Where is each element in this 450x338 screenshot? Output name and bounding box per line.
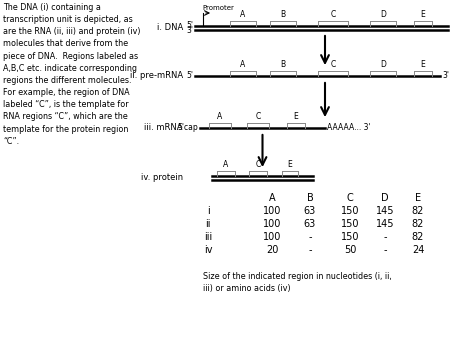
Text: E: E <box>288 160 292 169</box>
Text: -: - <box>308 245 312 255</box>
Text: C: C <box>256 160 261 169</box>
Text: C: C <box>330 60 336 69</box>
Text: 145: 145 <box>376 206 394 216</box>
Text: C: C <box>346 193 353 203</box>
Text: iii. mRNA: iii. mRNA <box>144 123 183 132</box>
Text: iv. protein: iv. protein <box>141 173 183 183</box>
Text: A: A <box>269 193 275 203</box>
Text: 150: 150 <box>341 232 359 242</box>
Text: 5': 5' <box>186 71 193 80</box>
Text: A: A <box>240 10 246 19</box>
Text: 3': 3' <box>449 21 450 30</box>
Text: 100: 100 <box>263 206 281 216</box>
Text: B: B <box>280 60 286 69</box>
Text: D: D <box>380 60 386 69</box>
Text: A: A <box>223 160 229 169</box>
Text: -: - <box>383 245 387 255</box>
Text: E: E <box>421 60 425 69</box>
Text: A: A <box>217 112 223 121</box>
Text: 63: 63 <box>304 206 316 216</box>
Text: 5': 5' <box>186 21 193 30</box>
Text: ii. pre-mRNA: ii. pre-mRNA <box>130 72 183 80</box>
Text: i: i <box>207 206 209 216</box>
Text: Size of the indicated region in nucleotides (i, ii,
iii) or amino acids (iv): Size of the indicated region in nucleoti… <box>203 272 392 293</box>
Text: iv: iv <box>204 245 212 255</box>
Text: 3': 3' <box>442 71 449 80</box>
Text: 3': 3' <box>186 26 193 35</box>
Text: 50: 50 <box>344 245 356 255</box>
Text: 82: 82 <box>412 232 424 242</box>
Text: A: A <box>240 60 246 69</box>
Text: 24: 24 <box>412 245 424 255</box>
Text: C: C <box>330 10 336 19</box>
Text: 63: 63 <box>304 219 316 229</box>
Text: D: D <box>380 10 386 19</box>
Text: 5'cap: 5'cap <box>177 123 198 132</box>
Text: D: D <box>381 193 389 203</box>
Text: 82: 82 <box>412 206 424 216</box>
Text: ii: ii <box>205 219 211 229</box>
Text: AAAAA... 3': AAAAA... 3' <box>327 123 371 132</box>
Text: 150: 150 <box>341 219 359 229</box>
Text: -: - <box>308 232 312 242</box>
Text: iii: iii <box>204 232 212 242</box>
Text: -: - <box>383 232 387 242</box>
Text: 82: 82 <box>412 219 424 229</box>
Text: B: B <box>306 193 313 203</box>
Text: 5': 5' <box>449 26 450 35</box>
Text: 150: 150 <box>341 206 359 216</box>
Text: E: E <box>421 10 425 19</box>
Text: 20: 20 <box>266 245 278 255</box>
Text: B: B <box>280 10 286 19</box>
Text: Promoter: Promoter <box>202 5 234 11</box>
Text: 100: 100 <box>263 219 281 229</box>
Text: 145: 145 <box>376 219 394 229</box>
Text: E: E <box>415 193 421 203</box>
Text: C: C <box>256 112 261 121</box>
Text: The DNA (i) containing a
transcription unit is depicted, as
are the RNA (ii, iii: The DNA (i) containing a transcription u… <box>3 3 140 146</box>
Text: E: E <box>293 112 298 121</box>
Text: i. DNA: i. DNA <box>157 24 183 32</box>
Text: 100: 100 <box>263 232 281 242</box>
